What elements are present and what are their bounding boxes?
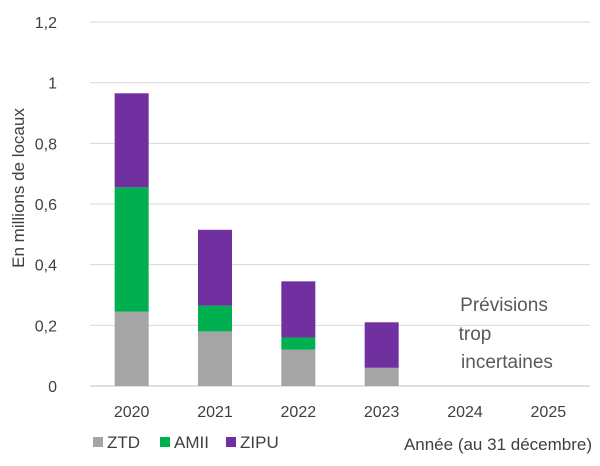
legend-label-amii: AMII [174,433,209,452]
bar-amii-2020 [114,187,149,312]
bar-amii-2022 [281,337,316,350]
x-tick-label: 2023 [364,404,400,421]
bar-ztd-2021 [198,331,232,386]
x-tick-label: 2024 [447,404,483,421]
x-tick-label: 2022 [281,404,317,421]
annotation-line-3: incertaines [461,352,553,373]
bar-ztd-2023 [364,367,399,386]
annotation-line-1: Prévisions [460,295,548,316]
bar-amii-2021 [198,305,232,332]
x-tick-label: 2025 [531,404,567,421]
bar-ztd-2020 [114,311,149,386]
bar-zipu-2021 [198,229,232,306]
x-tick-label: 2021 [197,404,233,421]
y-tick-label: 0 [48,379,57,396]
y-axis-title: En millions de locaux [9,108,28,268]
x-tick-labels: 2020 2021 2022 2023 2024 2025 [114,404,566,421]
y-tick-label: 0,2 [35,318,57,335]
y-tick-label: 0,8 [35,136,57,153]
bar-zipu-2020 [114,93,149,188]
y-tick-label: 0,6 [35,197,57,214]
bar-zipu-2022 [281,281,316,338]
legend-label-zipu: ZIPU [240,433,279,452]
bar-ztd-2022 [281,349,316,386]
bars [114,93,399,386]
annotation-line-2: trop [459,324,492,345]
legend-label-ztd: ZTD [107,433,140,452]
y-tick-labels: 0 0,2 0,4 0,6 0,8 1 1,2 [35,15,57,396]
legend: ZTD AMII ZIPU [93,433,279,452]
legend-swatch-ztd [93,437,103,447]
legend-swatch-zipu [226,437,236,447]
y-tick-label: 1 [48,76,57,93]
x-axis-title: Année (au 31 décembre) [404,435,592,454]
y-tick-label: 0,4 [35,258,57,275]
y-tick-label: 1,2 [35,15,57,32]
bar-zipu-2023 [364,322,399,368]
x-tick-label: 2020 [114,404,150,421]
gridlines [90,21,590,387]
legend-swatch-amii [160,437,170,447]
